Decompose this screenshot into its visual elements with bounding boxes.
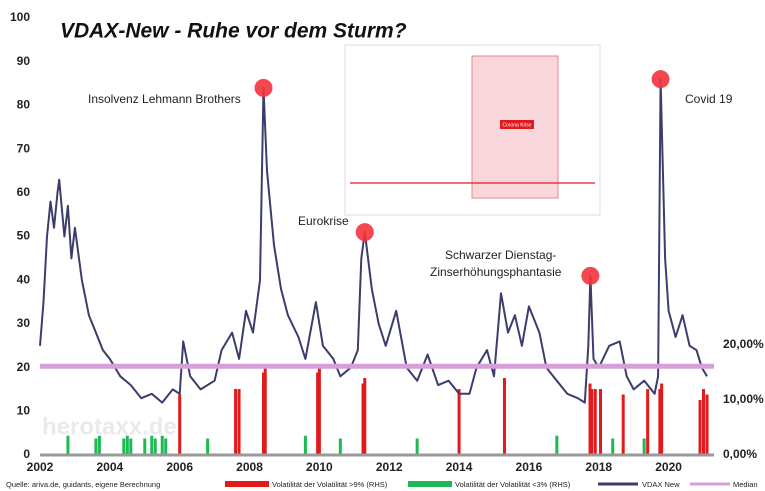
annotation: Zinserhöhungsphantasie [430,265,562,279]
vol-bar [94,439,97,455]
chart: VDAX-New - Ruhe vor dem Sturm? herotaxx.… [0,0,765,491]
y-tick-label: 40 [17,272,31,286]
peak-marker [581,267,599,285]
vol-bar [503,378,506,455]
annotation: Covid 19 [685,92,733,106]
vol-bar [594,389,597,455]
y-tick-label: 0 [23,447,30,461]
vol-bar [555,436,558,455]
y-tick-label: 20 [17,360,31,374]
vol-bar [129,439,132,455]
legend-label: Volatilität der Volatilität <3% (RHS) [455,480,571,489]
vol-bar [234,389,237,455]
vol-bar [206,439,209,455]
vol-bar [599,389,602,455]
vol-bar [660,384,663,455]
vol-bar [154,439,157,455]
vol-bar [699,400,702,455]
vol-bar [238,389,241,455]
x-tick-label: 2004 [96,460,123,474]
source: Quelle: ariva.de, guidants, eigene Berec… [6,480,160,489]
legend-label: Volatilität der Volatilität >9% (RHS) [272,480,388,489]
x-tick-label: 2010 [306,460,333,474]
vol-bar [304,436,307,455]
inset-label: Corona Krise [502,122,531,128]
vol-bar [122,439,125,455]
vol-bar [98,436,101,455]
vol-bar [161,436,164,455]
vol-bar [646,389,649,455]
y-tick-label: 80 [17,98,31,112]
y2-tick-label: 10,00% [723,392,764,406]
vol-bar [66,436,69,455]
annotation: Insolvenz Lehmann Brothers [88,92,241,106]
peak-marker [356,223,374,241]
y-tick-label: 100 [10,10,30,24]
x-tick-label: 2012 [376,460,403,474]
x-tick-label: 2014 [446,460,473,474]
y2-tick-label: 20,00% [723,337,764,351]
vol-bar [458,389,461,455]
watermark: herotaxx.de [42,413,177,440]
x-tick-label: 2016 [516,460,543,474]
vol-bar [702,389,705,455]
vol-bar [590,389,593,455]
y2-tick-label: 0,00% [723,447,757,461]
x-tick-label: 2020 [655,460,682,474]
vol-bar [416,439,419,455]
vol-bar [150,436,153,455]
vol-bar [164,439,167,455]
annotation: Schwarzer Dienstag- [445,248,556,262]
peak-marker [652,70,670,88]
annotation: Eurokrise [298,214,349,228]
x-tick-label: 2006 [166,460,193,474]
x-tick-label: 2008 [236,460,263,474]
vol-bar [706,395,709,455]
page: VDAX-New - Ruhe vor dem Sturm? herotaxx.… [0,0,765,491]
y-tick-label: 10 [17,403,31,417]
vol-bar [126,436,129,455]
vol-bar [339,439,342,455]
vol-bar [622,395,625,455]
legend-swatch [408,481,452,487]
vol-bar [611,439,614,455]
vol-bar [178,395,181,455]
vol-bar [318,367,321,455]
vol-bar [143,439,146,455]
y-tick-label: 60 [17,185,31,199]
legend-label: VDAX New [642,480,680,489]
chart-title: VDAX-New - Ruhe vor dem Sturm? [60,20,407,43]
legend-swatch [225,481,269,487]
y-tick-label: 70 [17,141,31,155]
peak-marker [255,79,273,97]
x-tick-label: 2002 [27,460,54,474]
legend-label: Median [733,480,758,489]
vol-bar [264,367,267,455]
inset: Corona Krise [345,45,600,215]
y-tick-label: 50 [17,229,31,243]
y-tick-label: 90 [17,54,31,68]
x-tick-label: 2018 [585,460,612,474]
vol-bar [643,439,646,455]
vol-bar [363,378,366,455]
y-tick-label: 30 [17,316,31,330]
